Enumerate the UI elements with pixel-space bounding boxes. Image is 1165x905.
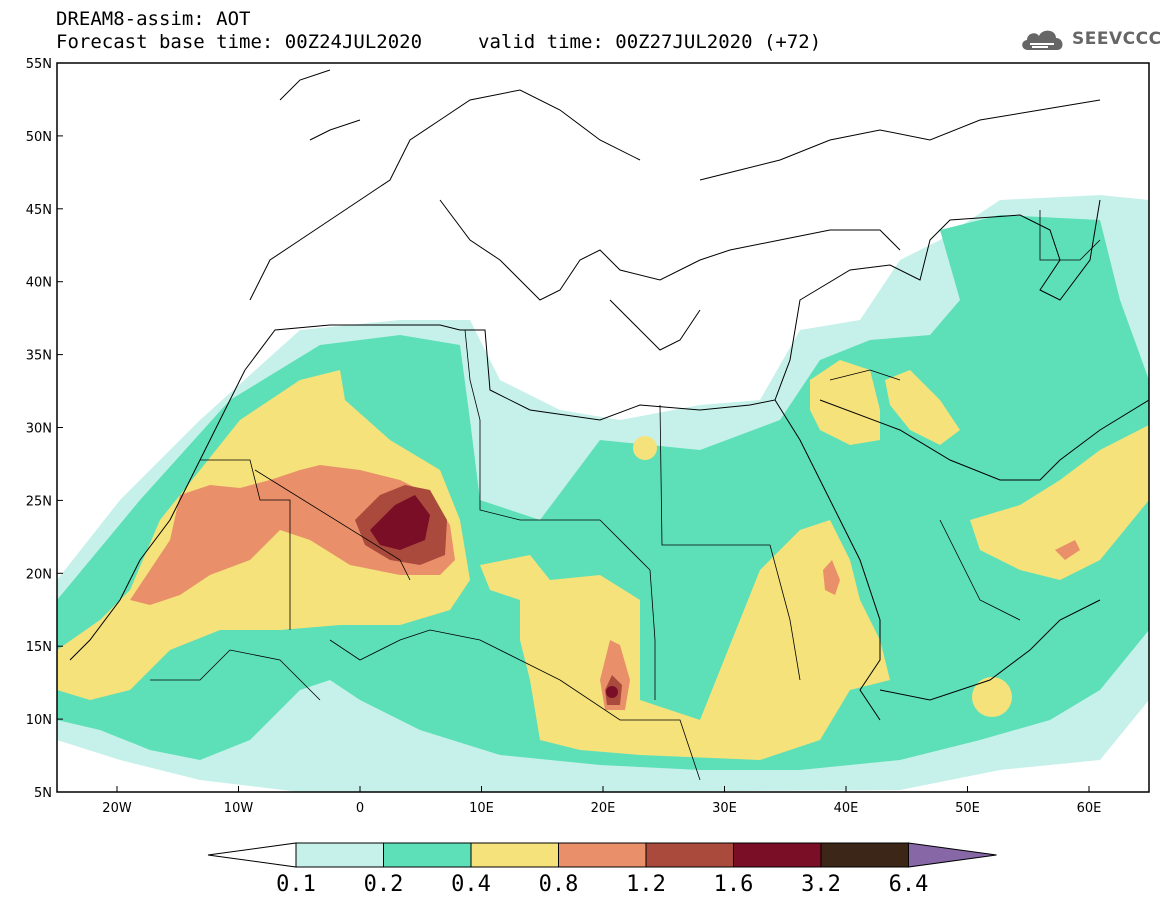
colorbar-bin — [383, 842, 472, 868]
aot-band-0.8-oman — [1055, 540, 1080, 560]
colorbar-bin — [558, 842, 647, 868]
map-title: DREAM8-assim: AOT — [56, 8, 251, 30]
aot-band-0.4-arabia — [970, 425, 1149, 580]
aot-band-0.4-gulf — [885, 370, 960, 445]
longitude-ticks: 20W 10W 0 10E 20E 30E 40E 50E 60E — [102, 786, 1101, 816]
forecast-base-time: Forecast base time: 00Z24JUL2020 — [56, 31, 423, 53]
logo: SEEVCCC — [1018, 24, 1162, 54]
lat-tick-label: 45N — [26, 203, 52, 218]
aot-band-0.8 — [130, 465, 455, 605]
lon-tick-label: 10E — [469, 801, 494, 816]
lon-tick-label: 20W — [102, 801, 132, 816]
aot-band-0.8-sudan — [823, 560, 840, 595]
lat-tick-label: 30N — [26, 422, 52, 437]
aot-band-1.6-chad — [606, 686, 618, 698]
lat-tick-label: 20N — [26, 567, 52, 582]
lon-tick-label: 50E — [955, 801, 980, 816]
lon-tick-label: 60E — [1077, 801, 1102, 816]
aot-band-1.6 — [370, 495, 430, 550]
logo-text: SEEVCCC — [1072, 29, 1162, 49]
colorbar-label: 0.2 — [363, 872, 404, 897]
colorbar-bin — [645, 842, 734, 868]
aot-band-0.4-spot — [633, 436, 657, 460]
lat-tick-label: 15N — [26, 640, 52, 655]
borders — [150, 210, 1101, 781]
lon-tick-label: 40E — [834, 801, 859, 816]
aot-band-0.4-iraq — [810, 360, 880, 445]
lon-tick-label: 0 — [356, 801, 364, 816]
colorbar-label: 1.2 — [626, 872, 666, 897]
valid-time: valid time: 00Z27JUL2020 (+72) — [478, 31, 822, 53]
lat-tick-label: 10N — [26, 713, 52, 728]
colorbar-label: 0.1 — [276, 872, 316, 897]
cloud-icon — [1022, 30, 1063, 50]
aot-band-0.2 — [57, 215, 1149, 770]
lat-tick-label: 40N — [26, 276, 52, 291]
lat-tick-label: 5N — [34, 786, 52, 801]
colorbar-label: 3.2 — [801, 872, 841, 897]
colorbar-bin — [733, 842, 822, 868]
lon-tick-label: 20E — [591, 801, 616, 816]
lat-tick-label: 55N — [26, 57, 52, 72]
lat-tick-label: 50N — [26, 130, 52, 145]
lon-tick-label: 10W — [224, 801, 254, 816]
coastlines — [69, 69, 1149, 721]
aot-band-0.4-sahel — [480, 520, 890, 760]
colorbar-label: 6.4 — [888, 872, 929, 897]
colorbar-bin — [820, 842, 909, 868]
colorbar-arrow-high — [908, 842, 997, 868]
colorbar-label: 0.4 — [451, 872, 491, 897]
aot-band-0.4-somalia — [972, 677, 1012, 717]
latitude-ticks: 55N 50N 45N 40N 35N 30N 25N 20N 15N 10N 5N — [26, 57, 63, 801]
colorbar-label: 1.6 — [713, 872, 754, 897]
lat-tick-label: 35N — [26, 349, 52, 364]
lon-tick-label: 30E — [712, 801, 737, 816]
colorbar-label: 0.8 — [538, 872, 579, 897]
colorbar-bin — [295, 842, 384, 868]
lat-tick-label: 25N — [26, 494, 52, 509]
colorbar-bin — [470, 842, 559, 868]
colorbar-arrow-low — [207, 842, 297, 868]
